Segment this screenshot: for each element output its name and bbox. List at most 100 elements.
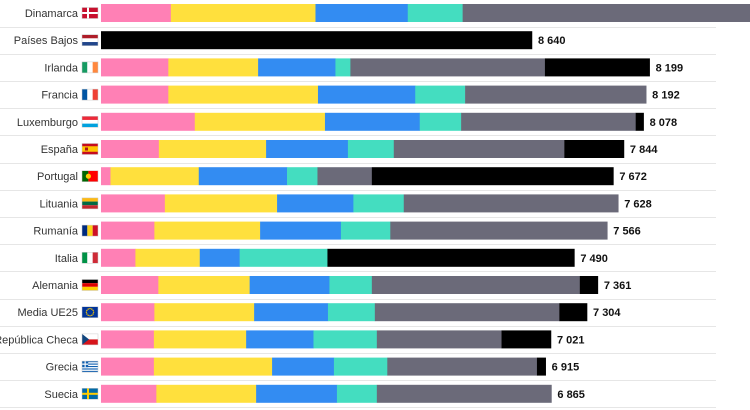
fr-flag-icon: [81, 88, 99, 101]
bar-row: Alemania 7 361: [0, 276, 716, 300]
bar-segment: [101, 194, 166, 213]
category-label: Rumanía: [33, 226, 79, 238]
bar-segment: [101, 31, 533, 50]
bar-segment: [249, 276, 330, 294]
bar-segment: [256, 384, 338, 403]
es-flag-icon: [81, 143, 99, 155]
pt-flag-icon: [81, 170, 99, 182]
value-label: 8 640: [538, 35, 566, 47]
bar-segment: [272, 357, 335, 376]
bar-segment: [254, 303, 329, 322]
bar-segment: [387, 357, 538, 376]
bar-segment: [564, 140, 625, 158]
bar-segment: [315, 4, 409, 22]
value-label: 7 021: [557, 334, 585, 346]
bar-segment: [350, 58, 546, 77]
bar-segment: [329, 276, 373, 294]
value-label: 7 844: [630, 144, 658, 156]
lt-flag-icon: [81, 197, 99, 210]
category-label: Irlanda: [44, 62, 79, 74]
bar-segment: [317, 85, 416, 104]
bar-segment: [407, 4, 463, 22]
bar-segment: [415, 85, 466, 104]
bar-segment: [258, 58, 336, 77]
bar-segment: [101, 167, 111, 186]
value-label: 7 304: [593, 307, 621, 319]
bar-segment: [194, 112, 326, 131]
bar-segment: [353, 194, 405, 213]
bar-segment: [260, 221, 342, 240]
bar-segment: [168, 85, 319, 104]
ie-flag-icon: [81, 61, 99, 74]
bar-segment: [287, 167, 318, 186]
bar-segment: [239, 248, 328, 267]
bar-row: Irlanda 8 199: [0, 58, 716, 82]
bar-segment: [158, 276, 250, 294]
bar-segment: [246, 330, 314, 349]
bar-segment: [324, 112, 421, 131]
category-label: Luxemburgo: [17, 117, 78, 129]
cz-flag-icon: [81, 333, 99, 346]
value-label: 7 566: [613, 226, 641, 238]
bar-segment: [340, 221, 391, 240]
category-label: Suecia: [44, 389, 79, 401]
se-flag-icon: [81, 388, 99, 400]
bar-row: Lituania 7 628: [0, 194, 716, 218]
bar-segment: [101, 384, 157, 403]
value-label: 6 865: [557, 389, 585, 401]
category-label: Dinamarca: [25, 8, 79, 20]
bar-segment: [153, 330, 247, 349]
de-flag-icon: [81, 279, 99, 291]
bar-segment: [101, 58, 169, 77]
value-label: 7 361: [604, 280, 632, 292]
bar-segment: [559, 303, 588, 322]
bar-segment: [374, 303, 560, 322]
bar-segment: [536, 357, 546, 376]
bar-segment: [154, 303, 255, 322]
bar-segment: [347, 140, 395, 158]
bar-segment: [393, 140, 565, 158]
bar-row: República Checa 7 021: [0, 330, 716, 354]
bar-segment: [371, 167, 614, 186]
bar-segment: [156, 384, 257, 403]
bar-segment: [403, 194, 619, 213]
bar-segment: [266, 140, 349, 158]
bar-segment: [101, 357, 155, 376]
category-label: Italia: [55, 253, 79, 265]
value-label: 7 672: [619, 171, 647, 183]
it-flag-icon: [81, 252, 99, 264]
bar-segment: [101, 221, 155, 240]
bar-segment: [135, 248, 201, 267]
bar-segment: [170, 4, 316, 22]
category-label: Países Bajos: [14, 35, 79, 47]
bar-segment: [371, 276, 581, 294]
bar-segment: [277, 194, 354, 213]
bar-row: España 7 844: [0, 140, 716, 164]
bar-segment: [101, 85, 169, 104]
category-label: España: [41, 144, 79, 156]
bar-row: Rumanía 7 566: [0, 221, 716, 245]
category-label: Portugal: [37, 171, 78, 183]
dk-flag-icon: [81, 7, 99, 19]
value-label: 8 078: [650, 117, 678, 129]
category-label: Alemania: [32, 280, 79, 292]
bar-row: Suecia 6 865: [0, 384, 716, 408]
eu-flag-icon: [81, 306, 99, 318]
bar-segment: [419, 112, 462, 131]
value-label: 6 915: [552, 362, 580, 374]
bar-segment: [313, 330, 378, 349]
lu-flag-icon: [81, 116, 99, 128]
bar-row: Italia 7 490: [0, 248, 716, 272]
bar-segment: [154, 221, 261, 240]
nl-flag-icon: [81, 34, 99, 46]
bar-row: Grecia 6 915: [0, 357, 716, 381]
bar-segment: [110, 167, 200, 186]
bar-segment: [336, 384, 378, 403]
category-label: República Checa: [0, 334, 79, 346]
bar-segment: [101, 303, 155, 322]
category-label: Francia: [41, 90, 79, 102]
bar-segment: [333, 357, 388, 376]
bar-segment: [164, 194, 278, 213]
bar-segment: [327, 303, 376, 322]
bar-segment: [168, 58, 259, 77]
